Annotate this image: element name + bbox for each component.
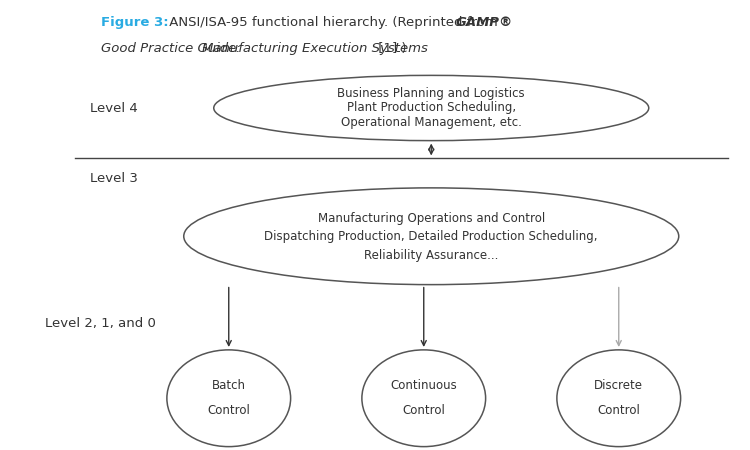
Text: Manufacturing Operations and Control: Manufacturing Operations and Control bbox=[317, 212, 544, 225]
Text: Figure 3:: Figure 3: bbox=[101, 16, 169, 29]
Text: Level 2, 1, and 0: Level 2, 1, and 0 bbox=[45, 317, 156, 330]
Text: Dispatching Production, Detailed Production Scheduling,: Dispatching Production, Detailed Product… bbox=[265, 230, 598, 243]
Text: Level 3: Level 3 bbox=[90, 172, 138, 185]
Text: Continuous: Continuous bbox=[390, 379, 457, 392]
Ellipse shape bbox=[214, 75, 649, 140]
Text: Manufacturing Execution Systems: Manufacturing Execution Systems bbox=[202, 42, 428, 55]
Text: Control: Control bbox=[207, 405, 251, 417]
Text: Reliability Assurance...: Reliability Assurance... bbox=[364, 249, 499, 261]
Text: Operational Management, etc.: Operational Management, etc. bbox=[340, 116, 522, 129]
Ellipse shape bbox=[362, 350, 485, 446]
Text: Plant Production Scheduling,: Plant Production Scheduling, bbox=[346, 102, 516, 114]
Text: Control: Control bbox=[597, 405, 640, 417]
Ellipse shape bbox=[556, 350, 681, 446]
Text: Batch: Batch bbox=[211, 379, 246, 392]
Text: Level 4: Level 4 bbox=[90, 102, 138, 114]
Text: Control: Control bbox=[402, 405, 445, 417]
Ellipse shape bbox=[166, 350, 291, 446]
Text: GAMP®: GAMP® bbox=[456, 16, 513, 29]
Ellipse shape bbox=[184, 188, 679, 285]
Text: [1].): [1].) bbox=[374, 42, 406, 55]
Text: ANSI/ISA-95 functional hierarchy. (Reprinted from: ANSI/ISA-95 functional hierarchy. (Repri… bbox=[165, 16, 502, 29]
Text: Good Practice Guide:: Good Practice Guide: bbox=[101, 42, 245, 55]
Text: Business Planning and Logistics: Business Planning and Logistics bbox=[338, 87, 525, 100]
Text: Discrete: Discrete bbox=[594, 379, 644, 392]
